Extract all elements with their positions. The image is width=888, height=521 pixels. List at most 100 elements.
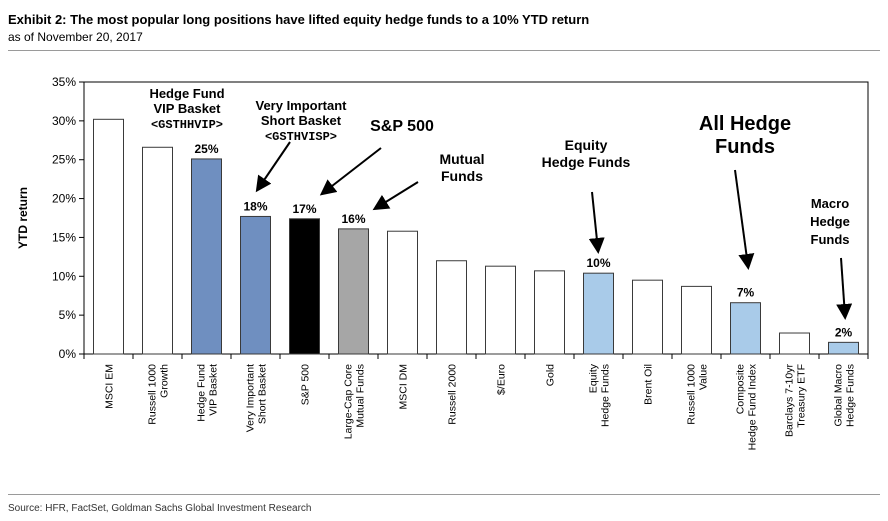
category-label-group: Hedge Fund VIP Basket <box>196 364 220 422</box>
category-label: Treasury ETF <box>796 364 808 428</box>
annotation-text: Macro <box>811 196 849 211</box>
category-label-group: Russell 1000 Value <box>686 364 710 425</box>
bar <box>436 260 467 355</box>
y-axis-label: YTD return <box>16 187 30 249</box>
category-label: Global Macro <box>833 364 845 427</box>
bar <box>681 285 712 355</box>
annotation-text: S&P 500 <box>370 118 434 135</box>
category-label: Hedge Fund <box>196 364 208 422</box>
bar <box>142 146 173 355</box>
data-label: 2% <box>835 325 853 339</box>
y-tick-label: 25% <box>52 153 76 167</box>
data-label: 25% <box>194 142 218 156</box>
category-label-group: Barclays 7-10yr Treasury ETF <box>784 364 808 437</box>
data-label: 7% <box>737 286 755 300</box>
annotation-text: Hedge Fund <box>149 86 224 101</box>
category-label-group: Very Important Short Basket <box>245 364 269 432</box>
category-label-group: $/Euro <box>496 364 508 395</box>
annotation-arrow <box>734 169 755 270</box>
category-label-group: Equity Hedge Funds <box>588 363 612 427</box>
category-label: Hedge Fund Index <box>747 363 759 450</box>
annotation-text: Mutual <box>439 151 484 167</box>
bar-chart: 0% 5% 10% 15% 20% 25% 30% 35% YTD return MSCI EM R… <box>16 75 869 450</box>
category-label: $/Euro <box>496 364 508 395</box>
annotation-text: Hedge <box>810 214 850 229</box>
annotation-text: Funds <box>811 232 850 247</box>
category-label-group: Brent Oil <box>643 364 655 405</box>
category-label: Large-Cap Core <box>343 364 355 439</box>
y-tick-label: 5% <box>59 308 77 322</box>
annotation-text: Short Basket <box>261 113 342 128</box>
category-label: MSCI DM <box>398 364 410 410</box>
category-label: S&P 500 <box>300 364 312 405</box>
chart-subtitle: as of November 20, 2017 <box>8 30 143 44</box>
annotation-arrow <box>255 141 291 193</box>
category-label: Gold <box>545 364 557 386</box>
source-note: Source: HFR, FactSet, Goldman Sachs Glob… <box>8 503 312 514</box>
y-tick-label: 30% <box>52 114 76 128</box>
data-label: 10% <box>586 256 610 270</box>
annotation-text: <GSTHHVIP> <box>151 118 223 132</box>
bar <box>93 118 124 355</box>
category-label: Short Basket <box>257 364 269 424</box>
bottom-divider <box>8 494 880 495</box>
annotation-text: Funds <box>715 136 775 158</box>
bar <box>583 272 614 355</box>
bar <box>289 218 320 355</box>
bar <box>730 302 761 355</box>
data-label: 18% <box>243 199 267 213</box>
chart-title: Exhibit 2: The most popular long positio… <box>8 12 590 27</box>
annotation-arrow <box>836 257 853 320</box>
category-label-group: Large-Cap Core Mutual Funds <box>343 364 367 439</box>
top-divider <box>8 50 880 51</box>
data-label: 16% <box>341 212 365 226</box>
category-label: Brent Oil <box>643 364 655 405</box>
y-tick-label: 35% <box>52 75 76 89</box>
category-label-group: Russell 2000 <box>447 364 459 425</box>
annotation-arrow <box>372 181 419 211</box>
y-tick-label: 0% <box>59 347 77 361</box>
category-label-group: Global Macro Hedge Funds <box>833 364 857 427</box>
y-tick-label: 10% <box>52 269 76 283</box>
y-tick-label: 15% <box>52 230 76 244</box>
category-label-group: S&P 500 <box>300 364 312 405</box>
annotation-text: Very Important <box>255 98 347 113</box>
category-label-group: MSCI EM <box>104 364 116 409</box>
annotation-text: <GSTHVISP> <box>265 130 337 144</box>
category-label: Russell 2000 <box>447 364 459 425</box>
category-label: Mutual Funds <box>355 364 367 428</box>
annotation-text: Hedge Funds <box>542 154 631 170</box>
category-label: Hedge Funds <box>600 364 612 427</box>
bar <box>828 341 859 355</box>
category-label: Composite <box>735 364 747 414</box>
bar <box>534 270 565 355</box>
annotation-text: Equity <box>565 137 608 153</box>
category-label: Barclays 7-10yr <box>784 364 796 437</box>
annotation-arrow <box>319 147 382 196</box>
category-label: Equity <box>588 363 600 393</box>
bar <box>485 265 516 355</box>
category-label: VIP Basket <box>208 364 220 416</box>
annotation-arrow <box>588 191 605 254</box>
bar <box>191 158 222 355</box>
category-label: Hedge Funds <box>845 364 857 427</box>
category-label-group: Composite Hedge Fund Index <box>735 363 759 450</box>
annotation-text: All Hedge <box>699 113 791 135</box>
annotation-text: VIP Basket <box>154 101 222 116</box>
category-label-group: MSCI DM <box>398 364 410 410</box>
bar <box>338 228 369 355</box>
y-tick-label: 20% <box>52 192 76 206</box>
category-label-group: Gold <box>545 364 557 386</box>
category-label: Very Important <box>245 364 257 432</box>
annotation-text: Funds <box>441 168 483 184</box>
category-label: Russell 1000 <box>147 364 159 425</box>
bar <box>779 332 810 355</box>
category-label: MSCI EM <box>104 364 116 409</box>
category-label: Russell 1000 <box>686 364 698 425</box>
data-label: 17% <box>292 202 316 216</box>
bar <box>240 215 271 355</box>
category-label-group: Russell 1000 Growth <box>147 364 171 425</box>
bar <box>632 279 663 355</box>
category-label: Value <box>698 364 710 390</box>
bar <box>387 230 418 355</box>
